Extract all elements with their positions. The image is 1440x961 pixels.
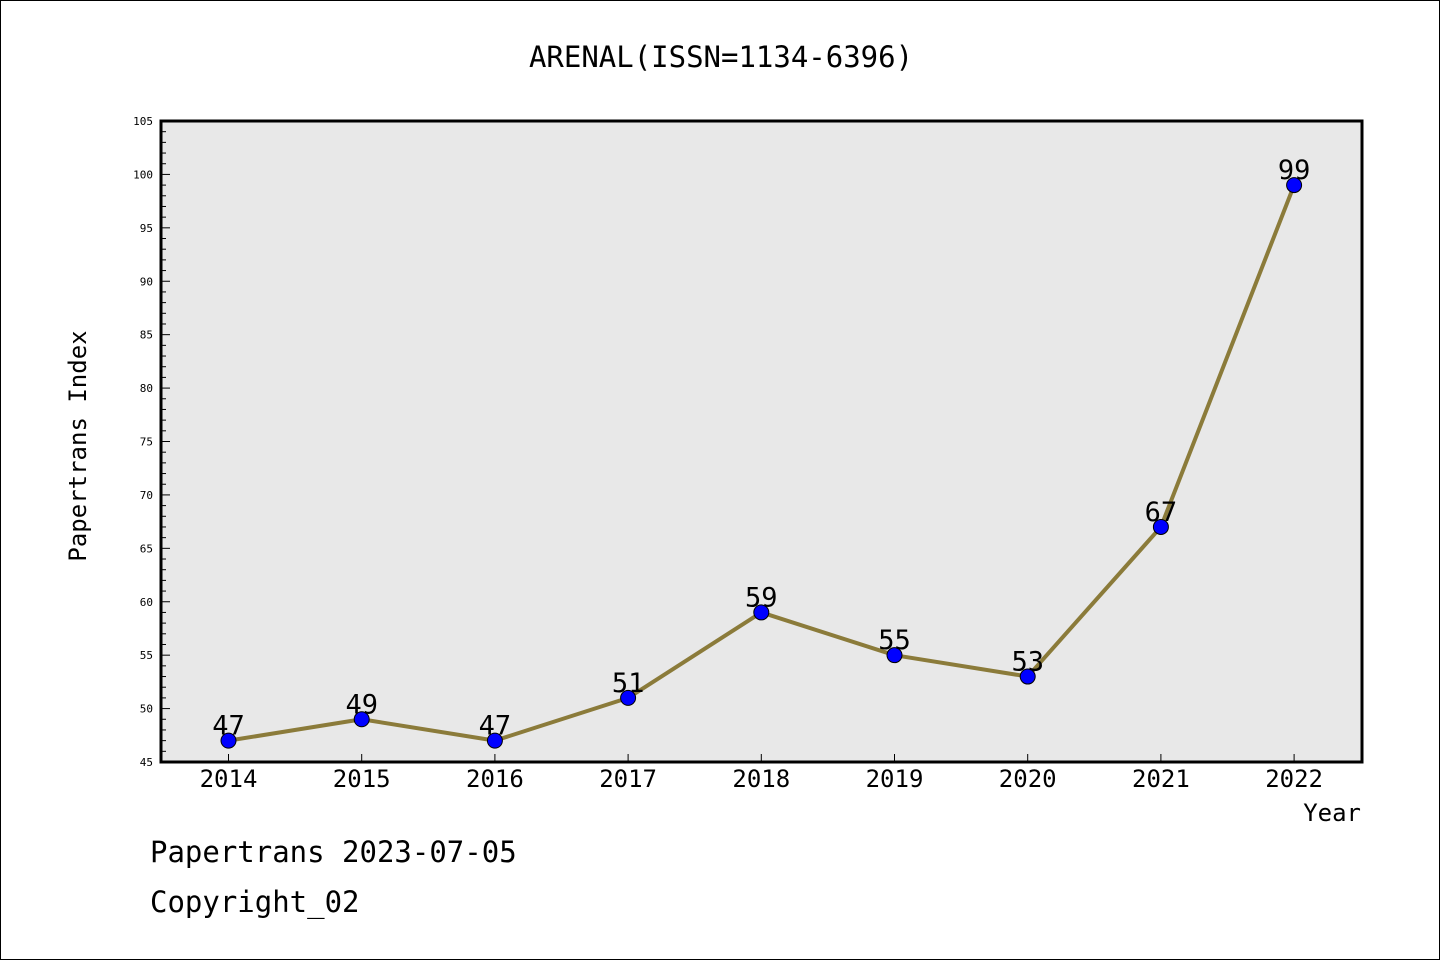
data-label: 49 — [345, 689, 378, 720]
y-tick-label: 85 — [140, 329, 153, 342]
chart-title: ARENAL(ISSN=1134-6396) — [529, 40, 913, 74]
data-point — [1286, 177, 1303, 194]
data-label: 47 — [479, 711, 512, 742]
data-point — [1152, 518, 1169, 535]
y-axis: 45 50 55 60 65 70 75 80 85 90 95 100 105 — [133, 115, 170, 769]
x-tick-label: 2021 — [1132, 765, 1190, 793]
data-label: 51 — [612, 668, 645, 699]
y-tick-label: 70 — [140, 489, 153, 502]
x-tick-label: 2018 — [732, 765, 790, 793]
y-tick-label: 95 — [140, 222, 153, 235]
y-tick-label: 105 — [133, 115, 153, 128]
data-point — [620, 689, 637, 706]
y-tick-label: 90 — [140, 275, 153, 288]
data-point — [1019, 668, 1036, 685]
x-tick-label: 2014 — [200, 765, 258, 793]
x-tick-label: 2016 — [466, 765, 524, 793]
y-tick-label: 100 — [133, 168, 153, 181]
footer-copyright: Copyright_02 — [150, 885, 360, 919]
data-markers — [220, 177, 1303, 749]
x-tick-label: 2017 — [599, 765, 657, 793]
data-label: 59 — [745, 582, 778, 613]
y-tick-label: 60 — [140, 596, 153, 609]
y-tick-label: 50 — [140, 703, 153, 716]
plot-area — [159, 119, 1364, 764]
x-tick-label: 2022 — [1265, 765, 1323, 793]
x-axis: 2014 2015 2016 2017 2018 2019 2020 2021 2022 — [200, 754, 1323, 793]
x-tick-label: 2019 — [866, 765, 924, 793]
data-label: 99 — [1278, 155, 1311, 186]
data-point — [753, 604, 770, 621]
data-label: 47 — [212, 711, 245, 742]
x-axis-label: Year — [1303, 799, 1361, 827]
data-point — [220, 732, 237, 749]
y-tick-label: 55 — [140, 649, 153, 662]
footer-date: Papertrans 2023-07-05 — [150, 835, 517, 869]
data-point — [886, 647, 903, 664]
y-tick-label: 65 — [140, 542, 153, 555]
data-labels: 47 49 47 51 59 55 53 67 99 — [212, 155, 1310, 742]
data-label: 67 — [1145, 497, 1178, 528]
data-point — [486, 732, 503, 749]
y-tick-label: 45 — [140, 756, 153, 769]
x-tick-label: 2015 — [333, 765, 391, 793]
data-label: 55 — [878, 625, 911, 656]
y-tick-label: 75 — [140, 436, 153, 449]
y-tick-label: 80 — [140, 382, 153, 395]
data-point — [353, 711, 370, 728]
y-axis-label: Papertrans Index — [64, 330, 92, 561]
x-tick-label: 2020 — [999, 765, 1057, 793]
data-label: 53 — [1011, 647, 1044, 678]
